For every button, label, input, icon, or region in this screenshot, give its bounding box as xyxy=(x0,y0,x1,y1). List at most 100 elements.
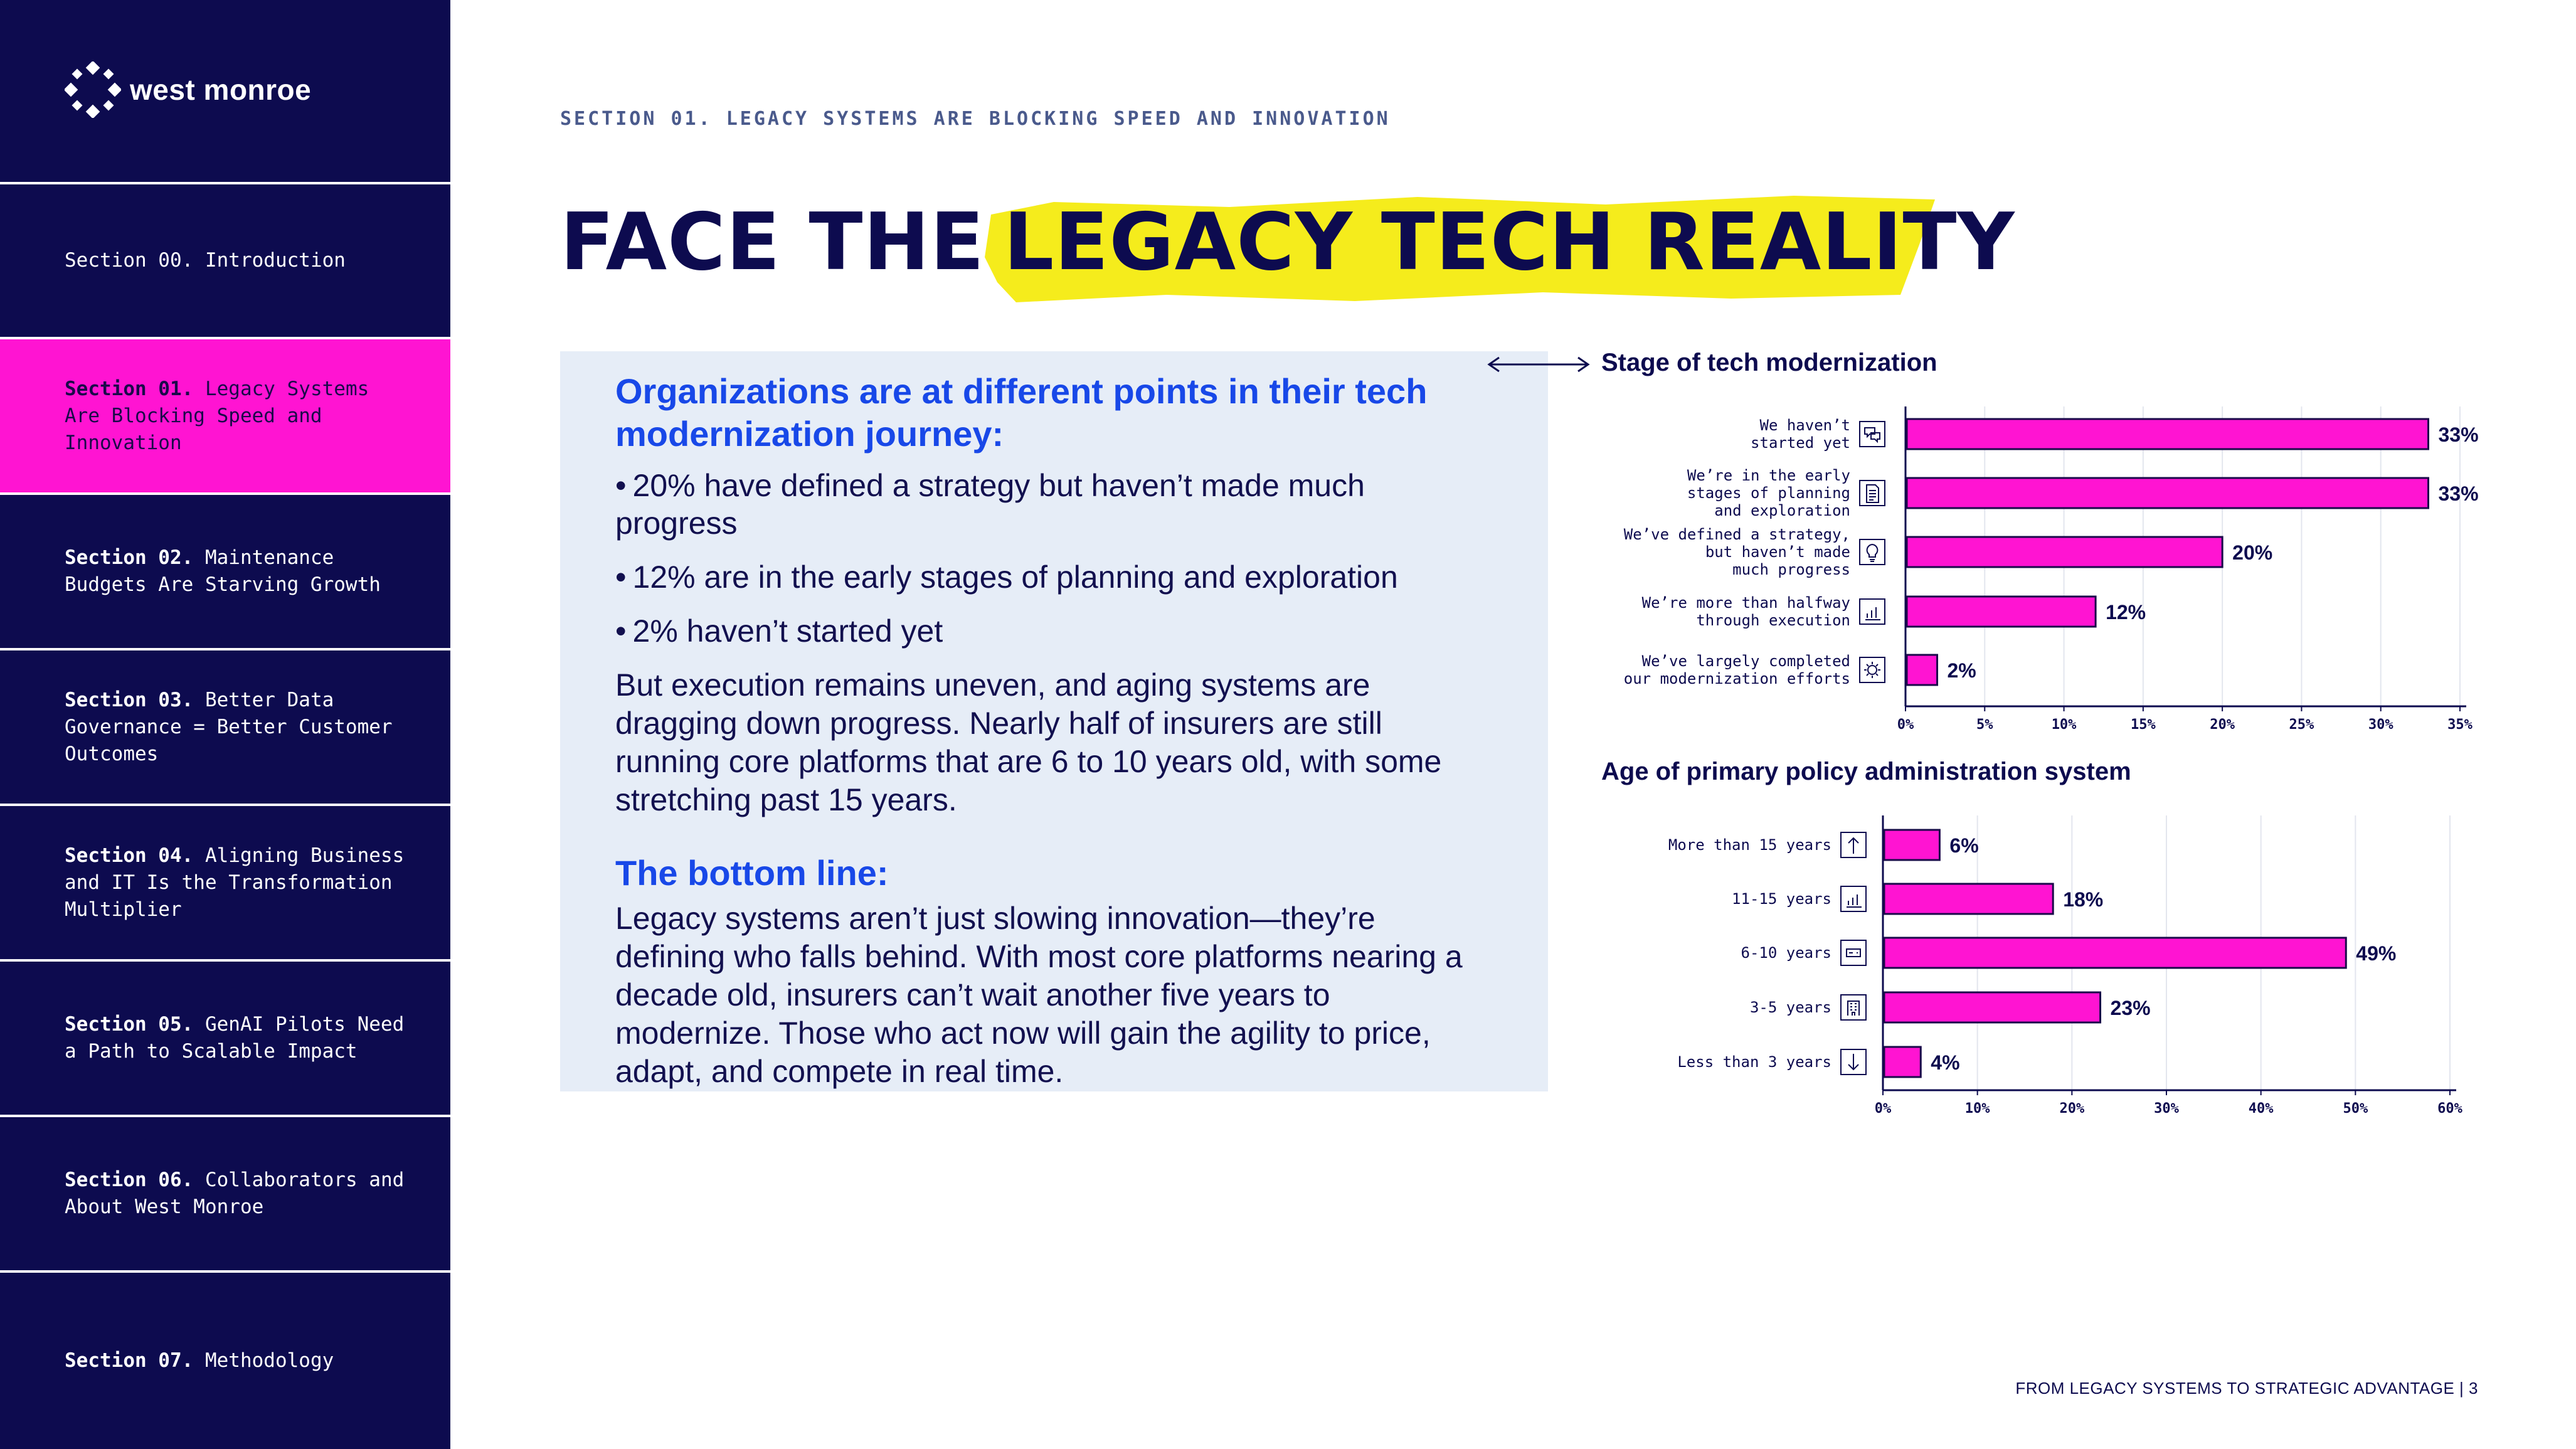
sidebar-item-title: Legacy Systems Are Blocking Speed and In… xyxy=(65,377,369,454)
x-tick-label: 50% xyxy=(2343,1101,2368,1117)
sidebar-item-section-02[interactable]: Section 02. Maintenance Budgets Are Star… xyxy=(0,492,450,648)
sidebar-item-title: Introduction xyxy=(204,249,346,272)
bar-value-label: 20% xyxy=(2232,541,2272,564)
list-item: 20% have defined a strategy but haven’t … xyxy=(615,467,1493,542)
x-tick-label: 10% xyxy=(1965,1101,1990,1117)
sidebar-item-title: Better Data Governance = Better Customer… xyxy=(65,688,393,765)
bar-value-label: 33% xyxy=(2438,482,2478,505)
chart-title-age: Age of primary policy administration sys… xyxy=(1601,758,2131,785)
arrow-up-icon xyxy=(1840,832,1867,858)
category-label: 3-5 years xyxy=(1750,999,1831,1016)
sidebar-item-section-03[interactable]: Section 03. Better Data Governance = Bet… xyxy=(0,648,450,804)
category-label: and exploration xyxy=(1714,502,1850,519)
sidebar-item-section-07[interactable]: Section 07. Methodology xyxy=(0,1270,450,1449)
category-label: 11-15 years xyxy=(1732,890,1831,908)
list-item: 12% are in the early stages of planning … xyxy=(615,558,1493,596)
sidebar-item-label: Section 02. Maintenance Budgets Are Star… xyxy=(65,544,413,598)
bar xyxy=(1883,883,2054,915)
title-plain: FACE THE xyxy=(560,195,985,288)
bar xyxy=(1905,418,2429,450)
sidebar-item-label: Section 06. Collaborators and About West… xyxy=(65,1167,413,1221)
sidebar-item-number: Section 06. xyxy=(65,1169,194,1191)
bar-value-label: 33% xyxy=(2438,423,2478,446)
double-arrow-icon xyxy=(1487,356,1590,373)
category-label: stages of planning xyxy=(1687,484,1850,502)
x-tick-label: 25% xyxy=(2289,717,2314,733)
sidebar-item-label: Section 03. Better Data Governance = Bet… xyxy=(65,687,413,768)
bottom-line-text: Legacy systems aren’t just slowing innov… xyxy=(615,901,1463,1089)
lightbulb-icon xyxy=(1859,539,1885,565)
x-tick-label: 30% xyxy=(2368,717,2393,733)
bar-value-label: 6% xyxy=(1949,834,1978,857)
server-icon xyxy=(1840,940,1867,966)
sidebar-item-section-01[interactable]: Section 01. Legacy Systems Are Blocking … xyxy=(0,337,450,492)
bottom-line-heading: The bottom line: xyxy=(615,853,889,893)
x-tick-label: 40% xyxy=(2249,1101,2274,1117)
category-label: through execution xyxy=(1696,612,1850,629)
sidebar-item-number: Section 04. xyxy=(65,844,194,867)
category-label: We’ve defined a strategy, xyxy=(1624,526,1850,543)
key-stats-list: 20% have defined a strategy but haven’t … xyxy=(615,467,1493,650)
sidebar-item-number: Section 01. xyxy=(65,377,194,400)
sidebar-item-number: Section 07. xyxy=(65,1349,194,1372)
bar xyxy=(1905,595,2097,628)
sidebar-item-number: Section 05. xyxy=(65,1013,194,1036)
sidebar-item-section-06[interactable]: Section 06. Collaborators and About West… xyxy=(0,1115,450,1270)
category-label: 6-10 years xyxy=(1741,944,1832,962)
building-icon xyxy=(1840,994,1867,1021)
bar-value-label: 18% xyxy=(2063,888,2103,911)
x-tick-label: 20% xyxy=(2210,717,2235,733)
bar xyxy=(1883,991,2102,1024)
sidebar-item-title: Collaborators and About West Monroe xyxy=(65,1169,405,1218)
x-tick-label: 35% xyxy=(2447,717,2473,733)
page-footer: FROM LEGACY SYSTEMS TO STRATEGIC ADVANTA… xyxy=(2015,1379,2478,1398)
bar xyxy=(1905,654,1939,686)
bar xyxy=(1883,829,1941,861)
bar-value-label: 2% xyxy=(1948,659,1976,682)
title-highlight: LEGACY TECH REALITY xyxy=(985,195,2015,302)
brand-logo[interactable]: west monroe xyxy=(65,61,378,118)
section-eyebrow: SECTION 01. LEGACY SYSTEMS ARE BLOCKING … xyxy=(560,108,1391,130)
bar xyxy=(1883,937,2347,969)
bar xyxy=(1883,1046,1922,1078)
category-label: Less than 3 years xyxy=(1677,1053,1831,1071)
summary-card: Organizations are at different points in… xyxy=(560,351,1548,1091)
sidebar-item-title: Maintenance Budgets Are Starving Growth xyxy=(65,546,381,596)
category-label: much progress xyxy=(1732,561,1850,578)
bar-value-label: 4% xyxy=(1931,1051,1959,1074)
sidebar-item-number: Section 00. xyxy=(65,249,194,272)
sidebar-item-section-04[interactable]: Section 04. Aligning Business and IT Is … xyxy=(0,804,450,959)
sidebar-item-title: GenAI Pilots Need a Path to Scalable Imp… xyxy=(65,1013,405,1063)
x-tick-label: 10% xyxy=(2052,717,2077,733)
x-tick-label: 5% xyxy=(1976,717,1993,733)
sidebar-item-label: Section 00. Introduction xyxy=(65,247,346,274)
sidebar-item-label: Section 05. GenAI Pilots Need a Path to … xyxy=(65,1011,413,1065)
category-label: More than 15 years xyxy=(1668,836,1831,854)
gear-icon xyxy=(1859,657,1885,683)
arrow-down-icon xyxy=(1840,1049,1867,1075)
sidebar-item-number: Section 02. xyxy=(65,546,194,569)
bar-value-label: 12% xyxy=(2106,601,2146,624)
category-label: We’re in the early xyxy=(1687,467,1850,484)
category-label: but haven’t made xyxy=(1705,543,1850,561)
sidebar-item-section-00[interactable]: Section 00. Introduction xyxy=(0,182,450,337)
chart-title-stage: Stage of tech modernization xyxy=(1601,349,1937,376)
category-label: We’re more than halfway xyxy=(1642,594,1850,612)
sidebar-item-label: Section 07. Methodology xyxy=(65,1347,334,1374)
sidebar-item-label: Section 01. Legacy Systems Are Blocking … xyxy=(65,376,413,457)
document-icon xyxy=(1859,480,1885,506)
category-label: We haven’t xyxy=(1760,417,1851,434)
x-tick-label: 60% xyxy=(2437,1101,2462,1117)
bar xyxy=(1905,536,2224,568)
x-tick-label: 0% xyxy=(1897,717,1914,733)
sidebar-item-section-05[interactable]: Section 05. GenAI Pilots Need a Path to … xyxy=(0,959,450,1115)
sidebar: west monroe Section 00. Introduction Sect… xyxy=(0,0,450,1449)
sidebar-item-label: Section 04. Aligning Business and IT Is … xyxy=(65,842,413,923)
highlight-brush-stroke xyxy=(985,195,1936,302)
category-label: We’ve largely completed xyxy=(1642,652,1850,670)
list-item: 2% haven’t started yet xyxy=(615,612,1493,650)
category-label: started yet xyxy=(1751,434,1850,452)
x-tick-label: 0% xyxy=(1875,1101,1892,1117)
card-paragraph: But execution remains uneven, and aging … xyxy=(615,667,1442,817)
